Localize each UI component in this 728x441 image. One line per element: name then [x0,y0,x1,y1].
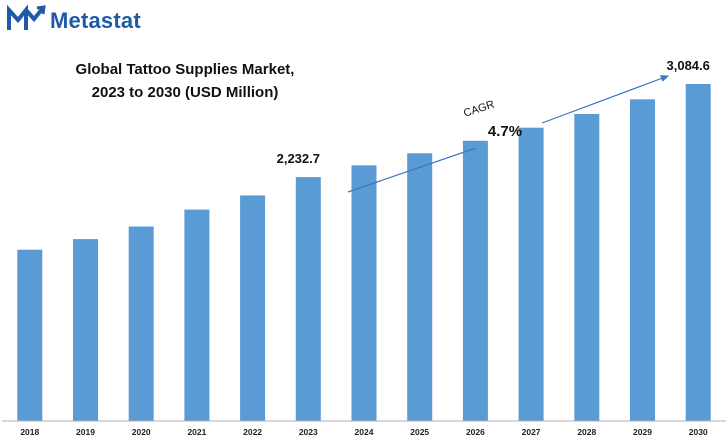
chart-title-line-1: Global Tattoo Supplies Market, [75,61,295,78]
x-tick-label-2019: 2019 [76,427,95,437]
bar-2024 [351,165,377,421]
x-tick-label-2027: 2027 [522,427,541,437]
brand-name: Metastat [50,8,141,33]
cagr-arrow [347,147,477,193]
cagr-value: 4.7% [488,123,522,140]
x-tick-label-2022: 2022 [243,427,262,437]
x-tick-label-2023: 2023 [299,427,318,437]
x-tick-label-2024: 2024 [355,427,374,437]
cagr-arrow-upper [541,75,670,124]
x-tick-label-2020: 2020 [132,427,151,437]
bar-2020 [128,226,154,421]
bar-2030 [685,84,711,421]
x-tick-label-2030: 2030 [689,427,708,437]
bar-2018 [17,249,43,421]
brand-logo: Metastat [6,3,141,38]
bar-2027 [518,127,544,421]
bar-2028 [574,114,600,421]
x-tick-label-2025: 2025 [410,427,429,437]
x-tick-label-2018: 2018 [20,427,39,437]
data-label-2030: 3,084.6 [667,58,710,73]
bar-2022 [240,195,266,421]
chart-title: Global Tattoo Supplies Market, 2023 to 2… [40,58,330,104]
bar-2023 [295,177,321,421]
chart-title-line-2: 2023 to 2030 (USD Million) [91,84,279,101]
bar-2025 [407,153,433,422]
bar-2026 [462,140,488,422]
metastat-logo-icon [6,3,46,38]
x-tick-label-2029: 2029 [633,427,652,437]
data-label-2023: 2,232.7 [277,151,320,166]
bar-2021 [184,209,210,421]
x-tick-label-2026: 2026 [466,427,485,437]
bar-2029 [630,99,655,422]
x-tick-label-2028: 2028 [577,427,596,437]
cagr-label: CAGR [462,99,496,120]
bar-2019 [73,239,98,421]
x-tick-label-2021: 2021 [187,427,206,437]
